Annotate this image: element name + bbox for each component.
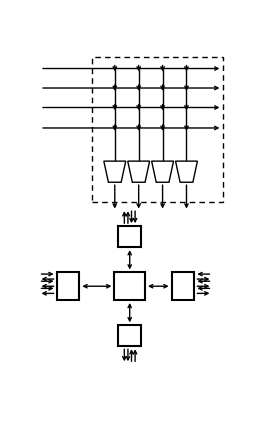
Bar xyxy=(57,273,79,300)
Polygon shape xyxy=(104,161,126,182)
Polygon shape xyxy=(152,161,173,182)
Polygon shape xyxy=(128,161,150,182)
Bar xyxy=(172,273,195,300)
Bar xyxy=(118,226,141,247)
Bar xyxy=(114,273,145,300)
Polygon shape xyxy=(176,161,197,182)
Bar xyxy=(118,325,141,346)
Bar xyxy=(92,57,223,202)
